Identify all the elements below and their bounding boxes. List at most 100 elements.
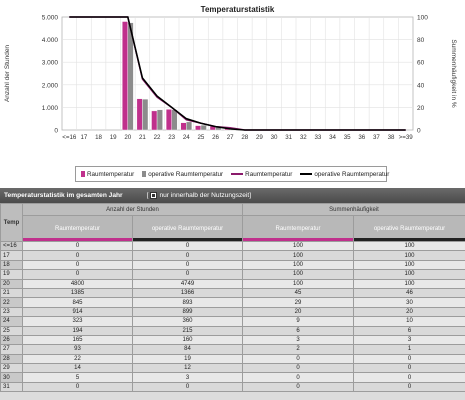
x-tick-label: 33 (314, 134, 321, 141)
hours-operative-cell: 3 (132, 372, 243, 383)
legend-label: Raumtemperatur (87, 170, 135, 178)
temp-cell: 19 (0, 269, 23, 280)
x-tick-label: 26 (212, 134, 219, 141)
x-tick-label: <=16 (62, 134, 77, 141)
cumulative-room-cell: 29 (242, 297, 354, 308)
hours-room-cell: 0 (22, 381, 133, 393)
hours-group-header: Anzahl der Stunden (22, 203, 243, 216)
temp-cell: 31 (0, 381, 23, 393)
cumulative-operative-cell: 0 (352, 363, 465, 374)
y-tick-label-left: 0 (54, 128, 58, 135)
statistics-table-panel: Temperaturstatistik im gesamten Jahr [nu… (0, 188, 465, 400)
table-title-bar: Temperaturstatistik im gesamten Jahr [nu… (0, 188, 465, 203)
hours-room-cell: 194 (22, 325, 133, 336)
chart-legend: Raumtemperatur operative Raumtemperatur Ra… (75, 166, 390, 182)
usage-time-label: nur innerhalb der Nutzungszeit (159, 192, 250, 199)
x-tick-label: 30 (271, 134, 278, 141)
y-tick-label-left: 2.000 (42, 82, 59, 89)
hours-room-cell: 0 (22, 269, 133, 280)
cumulative-operative-cell: 100 (352, 278, 465, 289)
temp-cell: 22 (0, 297, 23, 308)
bar-raumtemperatur (180, 122, 187, 131)
hours-operative-header[interactable]: operative Raumtemperatur (132, 215, 243, 242)
table-row: 24 323 360 9 10 (0, 316, 465, 327)
hours-operative-cell: 19 (132, 353, 243, 365)
usage-time-checkbox[interactable] (150, 192, 158, 199)
y-tick-label-right: 100 (417, 15, 428, 22)
usage-time-option[interactable]: [nur innerhalb der Nutzungszeit] (146, 192, 252, 199)
x-tick-label: 25 (197, 134, 204, 141)
bar-raumtemperatur (151, 110, 158, 131)
cumulative-operative-header[interactable]: operative Raumtemperatur (352, 215, 465, 242)
temp-cell: 23 (0, 306, 23, 318)
chart-title: Temperaturstatistik (201, 5, 275, 14)
bar-operative-raumtemperatur (127, 22, 134, 131)
cumulative-room-header[interactable]: Raumtemperatur (242, 215, 354, 242)
cumulative-room-cell: 100 (242, 240, 354, 252)
x-tick-label: 32 (300, 134, 307, 141)
hours-operative-cell: 4749 (132, 278, 243, 289)
x-tick-label: 19 (110, 134, 117, 141)
hours-room-cell: 914 (22, 306, 133, 318)
table-title: Temperaturstatistik im gesamten Jahr (4, 192, 123, 199)
hours-room-cell: 0 (22, 250, 133, 261)
series-line-operative-raumtemperatur (69, 16, 406, 131)
hours-operative-cell: 160 (132, 334, 243, 346)
legend-swatch (81, 171, 85, 177)
y-axis-label-right: Summenhäufigkeit in % (450, 39, 457, 108)
y-tick-label-left: 5.000 (42, 15, 59, 22)
cumulative-room-cell: 0 (242, 363, 354, 374)
cumulative-operative-cell: 0 (352, 381, 465, 393)
cumulative-room-cell: 0 (242, 381, 354, 393)
bar-operative-raumtemperatur (156, 109, 163, 131)
x-tick-label: 38 (388, 134, 395, 141)
hours-operative-cell: 360 (132, 316, 243, 327)
x-tick-label: 17 (80, 134, 87, 141)
x-tick-label: 28 (241, 134, 248, 141)
table-row: 21 1385 1366 45 46 (0, 287, 465, 299)
hours-operative-cell: 84 (132, 344, 243, 355)
hours-operative-cell: 215 (132, 325, 243, 336)
hours-operative-cell: 1366 (132, 287, 243, 299)
cumulative-operative-cell: 1 (352, 344, 465, 355)
hours-room-cell: 1385 (22, 287, 133, 299)
cumulative-operative-cell: 100 (352, 259, 465, 271)
legend-label: operative Raumtemperatur (314, 170, 390, 178)
cumulative-operative-cell: 3 (352, 334, 465, 346)
table-row: 22 845 893 29 30 (0, 297, 465, 308)
hours-operative-cell: 893 (132, 297, 243, 308)
cumulative-room-cell: 2 (242, 344, 354, 355)
temp-cell: 28 (0, 353, 23, 365)
table-row: 26 165 160 3 3 (0, 334, 465, 346)
x-tick-label: 36 (358, 134, 365, 141)
x-tick-label: 37 (373, 134, 380, 141)
hours-room-cell: 4800 (22, 278, 133, 289)
hours-room-cell: 93 (22, 344, 133, 355)
hours-room-header[interactable]: Raumtemperatur (22, 215, 133, 242)
bar-raumtemperatur (136, 98, 143, 131)
y-tick-label-right: 80 (417, 37, 425, 44)
temp-cell: 21 (0, 287, 23, 299)
legend-label: Raumtemperatur (245, 170, 293, 178)
temp-cell: <=16 (0, 240, 23, 252)
hours-operative-cell: 899 (132, 306, 243, 318)
hours-operative-cell: 0 (132, 269, 243, 280)
cumulative-room-cell: 0 (242, 353, 354, 365)
temp-cell: 26 (0, 334, 23, 346)
cumulative-group-header: Summenhäufigkeit (241, 203, 465, 216)
legend-label: operative Raumtemperatur (148, 170, 224, 178)
bar-raumtemperatur (122, 21, 129, 131)
cumulative-operative-cell: 20 (352, 306, 465, 318)
table-row: 17 0 0 100 100 (0, 250, 465, 261)
legend-swatch (300, 173, 313, 175)
cumulative-room-cell: 3 (242, 334, 354, 346)
y-axis-label-left: Anzahl der Stunden (4, 45, 11, 102)
cumulative-room-cell: 100 (242, 250, 354, 261)
cumulative-operative-cell: 100 (352, 240, 465, 252)
y-tick-label-right: 40 (417, 82, 425, 89)
y-tick-label-left: 1.000 (42, 105, 59, 112)
cumulative-operative-cell: 46 (352, 287, 465, 299)
x-tick-label: 31 (285, 134, 292, 141)
table-row: 30 5 3 0 0 (0, 372, 465, 383)
temp-cell: 25 (0, 325, 23, 336)
